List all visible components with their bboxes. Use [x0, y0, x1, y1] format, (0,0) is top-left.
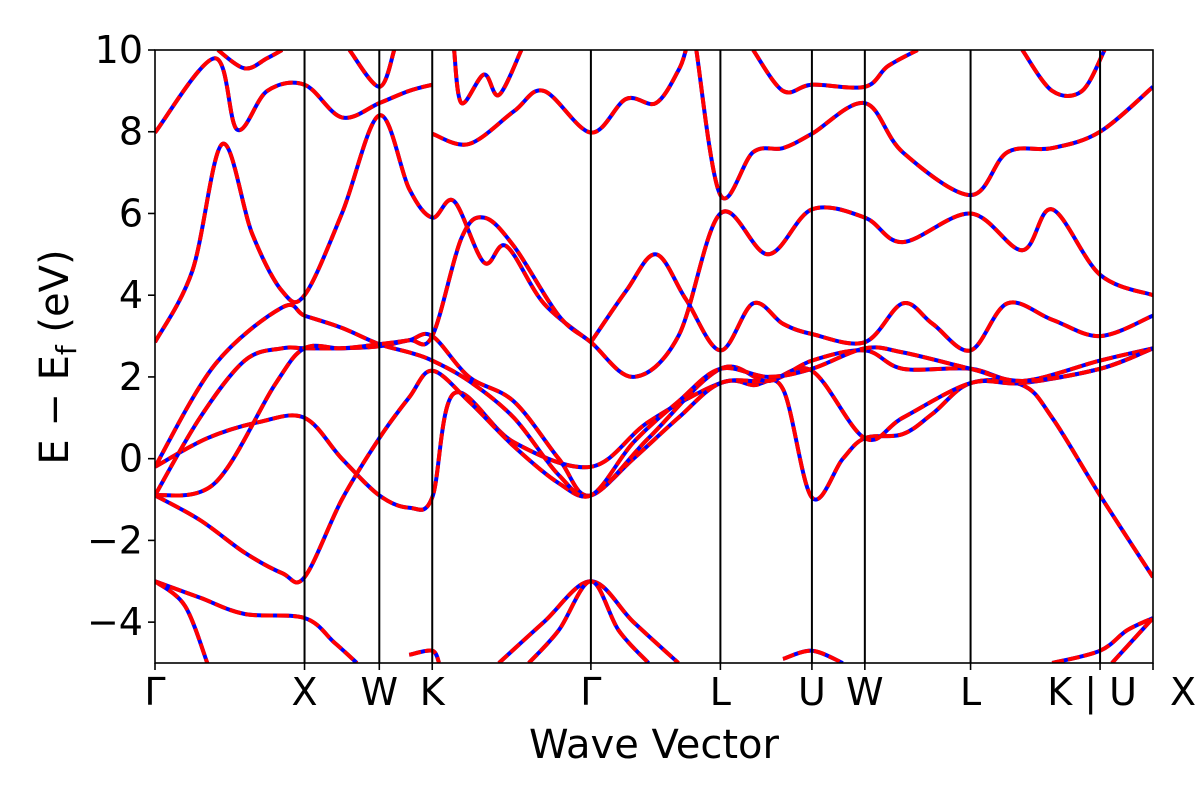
band-line-blue-8-0 [216, 50, 284, 71]
x-tick-label-2: W [361, 670, 399, 714]
band-line-red-7-5 [782, 648, 844, 663]
x-tick-label-9: K | U [1047, 670, 1137, 715]
x-tick-label-5: L [710, 670, 731, 714]
y-tick-label-7: 10 [95, 28, 143, 72]
x-tick-label-3: K [420, 670, 446, 714]
band-line-red-5-0 [155, 302, 1153, 499]
x-tick-label-0: Γ [144, 670, 165, 714]
y-axis-label-unit: (eV) [32, 249, 78, 345]
y-tick-label-6: 8 [119, 110, 143, 154]
band-line-red-8-2 [452, 50, 524, 106]
band-line-blue-7-3 [497, 579, 680, 663]
x-tick-label-7: W [846, 670, 884, 714]
band-line-red-4-0 [155, 331, 1153, 498]
band-line-red-1-1 [589, 252, 1153, 353]
y-tick-label-4: 4 [119, 273, 143, 317]
band-line-red-8-1 [347, 50, 397, 89]
y-tick-label-0: −4 [87, 600, 143, 644]
band-line-red-7-1 [155, 579, 210, 663]
y-axis-label-subscript: f [50, 344, 83, 355]
plot-frame [154, 49, 1154, 664]
band-line-red-7-4 [527, 579, 650, 663]
y-tick-label-3: 2 [119, 355, 143, 399]
band-line-blue-7-1 [155, 579, 210, 663]
x-tick-label-4: Γ [580, 670, 601, 714]
x-tick-label-1: X [292, 670, 318, 714]
y-axis-label-main: E − E [32, 355, 78, 465]
x-tick-label-10: X [1170, 670, 1196, 714]
x-tick-label-6: U [798, 670, 826, 714]
band-line-red-7-0 [155, 579, 359, 663]
y-tick-label-2: 0 [119, 437, 143, 481]
band-line-red-8-3 [751, 50, 919, 95]
band-line-blue-7-4 [527, 579, 650, 663]
y-tick-label-5: 6 [119, 191, 143, 235]
band-line-red-7-7 [1110, 616, 1153, 663]
band-line-red-8-4 [1020, 50, 1107, 98]
high-symmetry-lines [303, 50, 1102, 663]
y-axis-label: E − Ef (eV) [32, 249, 83, 464]
band-line-red-7-6 [1051, 616, 1153, 663]
y-axis-ticks: −4 −2 0 2 4 6 8 10 [87, 28, 155, 644]
x-axis-label: Wave Vector [529, 722, 780, 768]
band-line-red-0-2 [694, 50, 1153, 201]
band-line-blue-0-2 [694, 50, 1153, 201]
band-line-blue-7-6 [1051, 616, 1153, 663]
y-tick-label-1: −2 [87, 518, 143, 562]
band-line-red-0-0 [155, 56, 433, 134]
band-line-red-7-3 [497, 579, 680, 663]
x-tick-label-8: L [960, 670, 981, 714]
band-line-blue-1-0 [155, 113, 593, 344]
band-line-red-1-0 [155, 113, 593, 344]
band-line-red-8-0 [216, 50, 284, 71]
